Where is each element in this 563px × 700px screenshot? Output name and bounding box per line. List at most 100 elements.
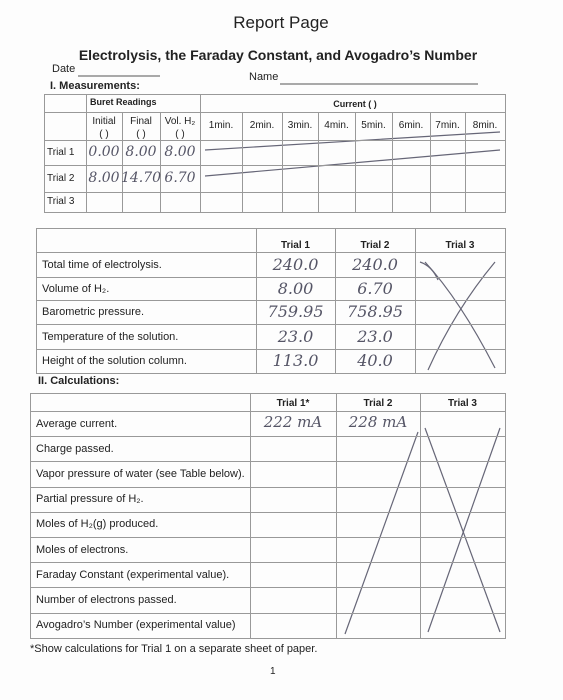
table-cell: [392, 165, 431, 193]
handwritten-value: 222 mA: [263, 412, 323, 431]
row-label: Trial 2: [47, 172, 75, 184]
table-cell: [420, 511, 506, 538]
row-label: Vapor pressure of water (see Table below…: [36, 468, 245, 480]
table-cell: [250, 486, 337, 513]
table-cell: [392, 192, 431, 213]
column-group-header: Current ( ): [333, 99, 377, 109]
handwritten-value: 8.00: [88, 169, 120, 186]
page-number: 1: [270, 666, 276, 677]
table-cell: [242, 192, 283, 213]
table-cell: [420, 411, 506, 438]
table-cell: [465, 140, 506, 166]
row-label: Number of electrons passed.: [36, 594, 177, 606]
row-label: Temperature of the solution.: [42, 330, 179, 343]
unit-label: ( ): [99, 129, 109, 140]
unit-label: ( ): [175, 129, 185, 140]
handwritten-value: 0.00: [88, 143, 120, 160]
column-header: Initial: [92, 116, 116, 127]
row-label: Moles of H₂(g) produced.: [36, 518, 159, 531]
handwritten-value: 8.00: [164, 143, 196, 160]
handwritten-value: 6.70: [164, 169, 196, 186]
cross-line: [427, 261, 496, 371]
table-cell: [465, 192, 506, 213]
table-cell: [242, 140, 283, 166]
table-cell: [30, 393, 251, 412]
table-cell: [36, 228, 257, 253]
table-cell: [355, 165, 393, 193]
table-cell: [420, 436, 506, 463]
section-heading: II. Calculations:: [38, 375, 120, 387]
handwritten-value: 40.0: [357, 351, 393, 370]
table-cell: [336, 562, 421, 589]
table-cell: [336, 612, 421, 639]
row-label: Partial pressure of H₂.: [36, 493, 144, 506]
table-cell: [415, 277, 506, 301]
table-cell: [415, 300, 506, 325]
row-label: Barometric pressure.: [42, 306, 145, 318]
column-header: Trial 3: [445, 240, 475, 251]
column-header: Trial 3: [448, 398, 477, 409]
column-header: 6min.: [398, 120, 424, 131]
column-header: 5min.: [361, 120, 386, 131]
table-cell: [355, 140, 393, 166]
row-label: Charge passed.: [36, 442, 114, 455]
row-label: Trial 3: [47, 196, 75, 207]
handwritten-value: 23.0: [277, 326, 314, 346]
table-cell: [420, 486, 506, 513]
handwritten-value: 113.0: [272, 351, 319, 370]
table-cell: [420, 587, 506, 614]
cross-line: [344, 431, 419, 635]
table-cell: [44, 112, 87, 141]
table-cell: [250, 587, 337, 614]
column-header: 4min.: [324, 120, 349, 131]
table-cell: [415, 349, 506, 374]
column-header: 1min.: [208, 120, 234, 131]
table-cell: [250, 612, 337, 639]
table-cell: [336, 511, 421, 538]
scribble-line: [204, 131, 501, 151]
table-cell: [160, 192, 201, 213]
row-label: Faraday Constant (experimental value).: [36, 568, 230, 581]
footnote: *Show calculations for Trial 1 on a sepa…: [30, 643, 318, 655]
table-cell: [282, 165, 319, 193]
column-header: Final: [130, 116, 152, 127]
table-cell: [250, 436, 337, 463]
table-cell: [250, 461, 337, 488]
column-header: 2min.: [249, 120, 275, 131]
table-cell: [336, 461, 421, 488]
handwritten-value: 8.00: [277, 278, 314, 298]
table-cell: [44, 94, 87, 113]
table-cell: [282, 192, 319, 213]
column-header: 7min.: [435, 120, 460, 131]
row-label: Avogadro’s Number (experimental value): [36, 619, 236, 632]
column-group-header: Buret Readings: [90, 97, 157, 107]
table-cell: [318, 192, 356, 213]
name-label: Name: [249, 71, 279, 83]
row-label: Volume of H₂.: [42, 282, 110, 295]
column-header: Trial 2: [363, 398, 393, 409]
table-cell: [420, 562, 506, 589]
table-cell: [420, 612, 506, 639]
table-cell: [336, 486, 421, 513]
page-subtitle: Electrolysis, the Faraday Constant, and …: [78, 47, 478, 63]
handwritten-value: 23.0: [357, 326, 393, 346]
table-cell: [282, 140, 319, 166]
row-label: Moles of electrons.: [36, 543, 129, 556]
table-cell: [250, 537, 337, 564]
unit-label: ( ): [136, 129, 146, 140]
column-header: 3min.: [287, 120, 313, 131]
scribble-line: [204, 149, 501, 177]
handwritten-value: 6.70: [357, 278, 393, 298]
table-cell: [122, 192, 161, 213]
table-cell: [200, 165, 243, 193]
table-cell: [86, 192, 123, 213]
table-cell: [420, 461, 506, 488]
handwritten-value: 240.0: [272, 254, 319, 274]
row-label: Trial 1: [47, 146, 75, 158]
table-cell: [318, 140, 356, 166]
column-header: Trial 1*: [276, 398, 310, 409]
column-header: Trial 2: [360, 240, 390, 251]
date-label: Date: [52, 63, 76, 75]
table-cell: [430, 192, 466, 213]
